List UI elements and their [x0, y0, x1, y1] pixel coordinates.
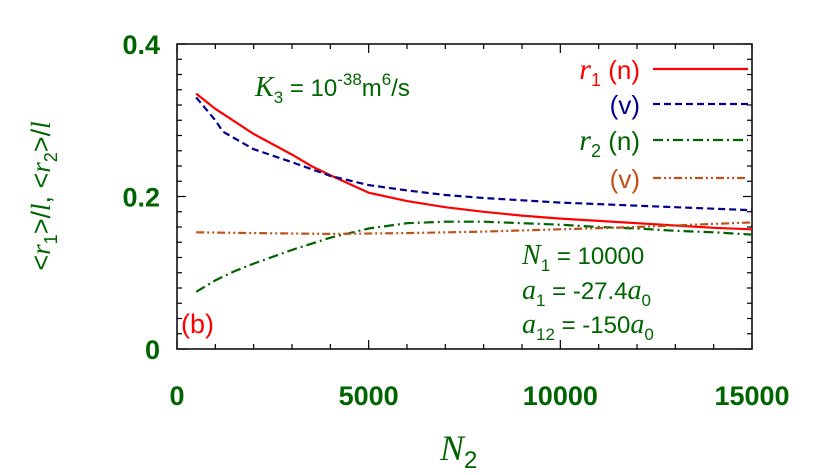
- k3-annotation: K3 = 10-38m6/s: [254, 70, 410, 107]
- x-tick-labels: 0 5000 10000 15000: [169, 381, 789, 411]
- x-tick-label: 15000: [714, 381, 789, 411]
- legend-label-3: (v): [610, 164, 640, 194]
- x-tick-label: 5000: [339, 381, 399, 411]
- series-line-0: [195, 92, 753, 231]
- param-n1: N1 = 10000: [521, 240, 644, 275]
- x-tick-label: 0: [169, 381, 184, 411]
- param-a1: a1 = -27.4a0: [522, 275, 651, 310]
- legend-label-0: r1 (n): [579, 53, 640, 90]
- panel-label: (b): [181, 309, 214, 339]
- y-tick-label: 0: [145, 335, 160, 365]
- legend-label-2: r2 (n): [579, 124, 640, 161]
- param-a12: a12 = -150a0: [522, 309, 654, 344]
- x-tick-label: 10000: [523, 381, 598, 411]
- y-tick-label: 0.4: [122, 30, 160, 60]
- y-tick-label: 0.2: [122, 183, 160, 213]
- series-line-2: [195, 220, 753, 293]
- series-line-1: [195, 96, 753, 212]
- series-lines: [195, 92, 753, 293]
- axis-ticks: [176, 43, 753, 350]
- x-axis-label: N2: [439, 428, 477, 474]
- y-tick-labels: 0 0.2 0.4: [122, 30, 160, 365]
- y-axis-label: <r1>/l, <r2>/l: [26, 121, 61, 270]
- legend: r1 (n)(v)r2 (n)(v): [579, 53, 748, 194]
- legend-label-1: (v): [610, 90, 640, 120]
